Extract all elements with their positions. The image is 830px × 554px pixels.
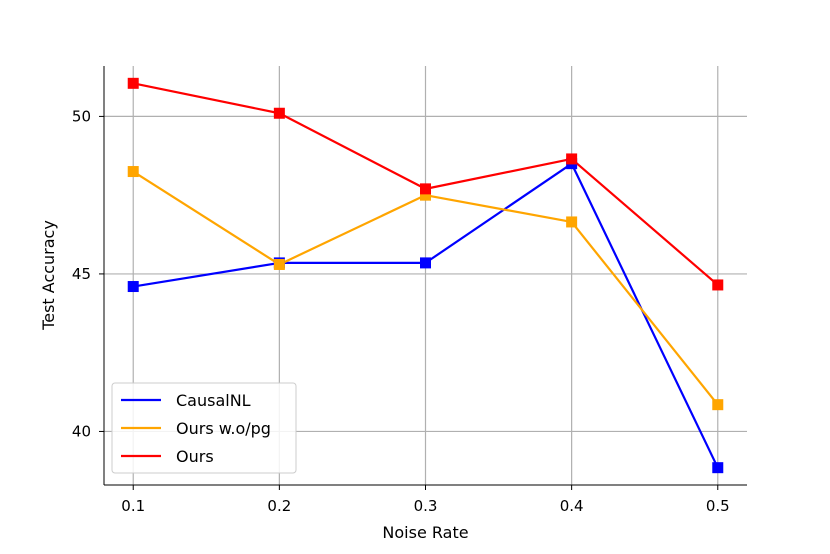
legend-entry-label: Ours <box>176 447 214 466</box>
data-point-marker <box>712 399 724 411</box>
data-point-marker <box>420 257 431 269</box>
x-tick-label: 0.4 <box>560 497 584 515</box>
series-markers <box>127 77 724 474</box>
data-point-marker <box>420 189 431 201</box>
x-tick-label: 0.1 <box>121 497 145 515</box>
legend-entry-label: CausalNL <box>176 391 251 410</box>
data-point-marker <box>566 216 578 228</box>
y-tick-label: 40 <box>72 422 91 440</box>
data-point-marker <box>273 258 285 270</box>
y-axis-label: Test Accuracy <box>39 220 58 331</box>
legend-box <box>111 382 297 474</box>
x-axis-label: Noise Rate <box>382 523 468 542</box>
y-tick-label: 45 <box>72 265 91 283</box>
y-tick-label: 50 <box>72 107 91 125</box>
data-point-marker <box>127 166 139 178</box>
x-tick-label: 0.5 <box>706 497 730 515</box>
legend: CausalNL Ours w.o/pg Ours <box>111 382 297 474</box>
data-point-marker <box>712 462 724 474</box>
x-tick-label: 0.3 <box>414 497 438 515</box>
data-point-marker <box>273 107 285 119</box>
data-point-marker <box>420 183 431 195</box>
x-tick-label: 0.2 <box>267 497 291 515</box>
data-point-marker <box>712 279 724 291</box>
legend-entry-label: Ours w.o/pg <box>176 419 271 438</box>
data-point-marker <box>127 77 139 89</box>
data-point-marker <box>127 281 139 293</box>
data-point-marker <box>566 153 578 165</box>
ticks: 0.1 0.2 0.3 0.4 0.5 40 45 50 <box>72 107 730 515</box>
